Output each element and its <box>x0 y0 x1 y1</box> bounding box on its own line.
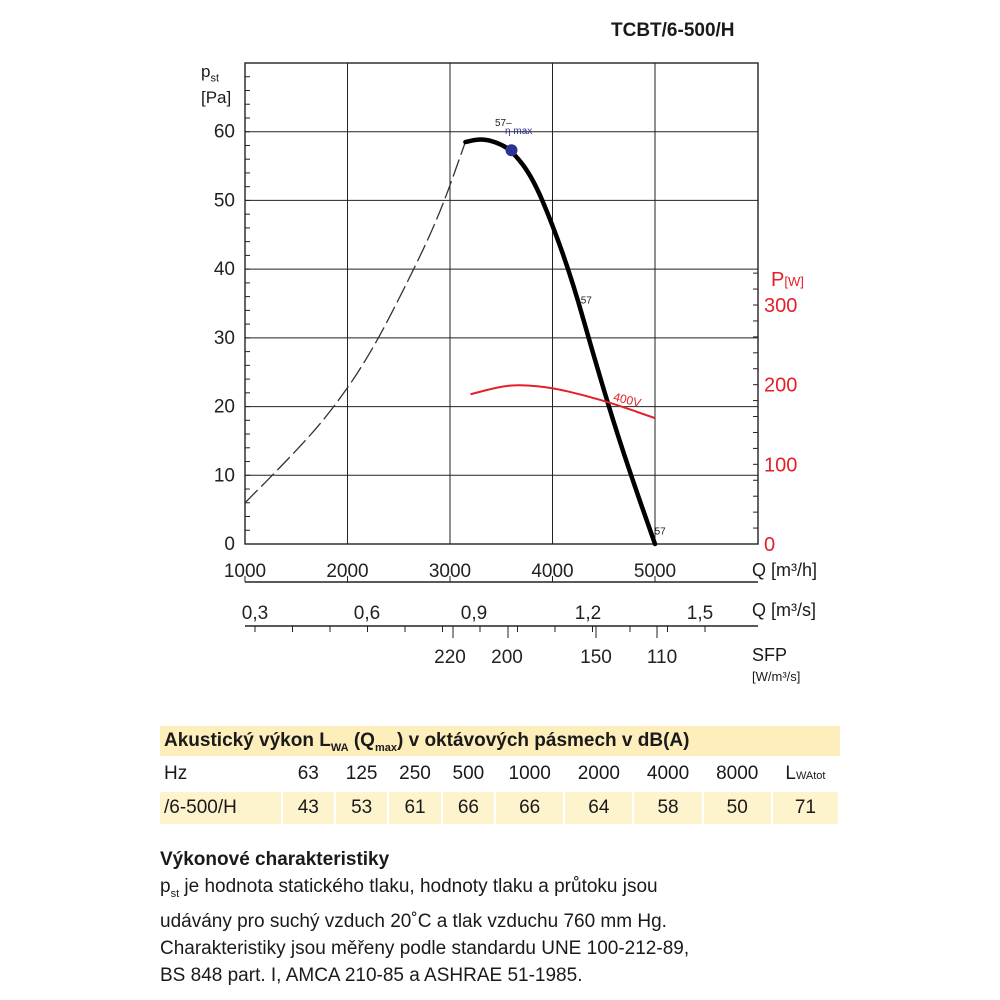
hz-row: Hz 63 125 250 500 1000 2000 4000 8000 LWAtot <box>160 758 840 790</box>
fan-performance-chart: 0 10 20 30 40 50 60 0 100 200 300 1000 2000 3000 4000 5… <box>214 62 797 668</box>
y-left-tick-label: 30 <box>214 328 235 349</box>
hz-label: Hz <box>164 763 188 784</box>
y-left-label: pst [Pa] <box>201 62 232 108</box>
x-q-m3h-tick-label: 3000 <box>429 561 471 582</box>
band-8000: 8000 <box>716 763 759 784</box>
y-left-tick-label: 60 <box>214 122 235 143</box>
annotation-label: η max <box>505 126 532 137</box>
band-4000: 4000 <box>646 763 690 784</box>
y-left-tick-label: 50 <box>214 190 235 211</box>
performance-line-4: BS 848 part. I, AMCA 210-85 a ASHRAE 51-… <box>160 964 583 986</box>
series-line-pressure <box>463 137 658 547</box>
y-right-tick-label: 200 <box>764 375 797 397</box>
sfp-tick-label: 220 <box>434 647 466 668</box>
performance-notes: Výkonové charakteristiky pst je hodnota … <box>160 846 860 989</box>
eta-max-point <box>505 144 518 157</box>
band-1000: 1000 <box>508 763 551 784</box>
y-left-tick-label: 20 <box>214 397 235 418</box>
total-label: LWAtot <box>785 763 826 784</box>
plot-frame <box>244 62 759 545</box>
model-title: TCBT/6-500/H <box>611 20 735 41</box>
x-q-m3s-tick-label: 0,3 <box>242 603 268 624</box>
sfp-tick-label: 110 <box>647 647 677 668</box>
band-63: 63 <box>297 763 319 784</box>
x-q-m3s-tick-label: 1,2 <box>575 603 601 624</box>
sfp-tick-label: 150 <box>580 647 612 668</box>
band-500: 500 <box>452 763 485 784</box>
value-row: /6-500/H 43 53 61 66 66 64 58 50 71 <box>160 792 840 824</box>
performance-title: Výkonové charakteristiky <box>160 849 390 870</box>
y-left-tick-label: 10 <box>214 465 235 486</box>
x-q-m3s-label: Q [m³/s] <box>752 600 816 620</box>
band-250: 250 <box>399 763 431 784</box>
annotation-label: 57 <box>655 526 667 537</box>
value-cell: 43 <box>282 792 334 824</box>
acoustic-table: Akustický výkon LWA (Qmax) v oktávových … <box>160 726 840 824</box>
x-q-m3h-tick-label: 5000 <box>634 561 676 582</box>
y-right-label: P[W] <box>771 269 804 291</box>
band-2000: 2000 <box>577 763 620 784</box>
sfp-tick-label: 200 <box>491 647 523 668</box>
row-label: /6-500/H <box>160 792 281 824</box>
y-left-tick-label: 0 <box>224 534 235 555</box>
annotation-label: 57– <box>495 118 512 129</box>
annotation-label: 57 <box>581 296 593 307</box>
x-q-m3s-tick-label: 0,9 <box>461 603 487 624</box>
performance-line-1: pst je hodnota statického tlaku, hodnoty… <box>160 876 658 900</box>
y-left-tick-label: 40 <box>214 259 235 280</box>
y-right-tick-label: 100 <box>764 454 797 476</box>
x-sfp-unit: [W/m³/s] <box>752 669 801 684</box>
value-cell: 58 <box>634 792 702 824</box>
acoustic-table-title: Akustický výkon LWA (Qmax) v oktávových … <box>160 726 840 756</box>
value-cell: 66 <box>442 792 495 824</box>
value-cell: 64 <box>565 792 633 824</box>
y-right-tick-label: 300 <box>764 295 797 317</box>
value-cell: 71 <box>772 792 839 824</box>
x-q-m3s-tick-label: 1,5 <box>687 603 713 624</box>
x-q-m3h-tick-label: 1000 <box>224 561 266 582</box>
x-sfp-label: SFP <box>752 645 788 665</box>
x-q-m3h-tick-label: 4000 <box>531 561 573 582</box>
x-q-m3h-label: Q [m³/h] <box>752 560 818 580</box>
value-cell: 50 <box>703 792 771 824</box>
x-q-m3s-tick-label: 0,6 <box>354 603 380 624</box>
annotation-label: 400V <box>612 390 643 410</box>
value-cell: 53 <box>335 792 388 824</box>
performance-line-2: udávány pro suchý vzduch 20˚C a tlak vzd… <box>160 910 667 932</box>
series-line-unstable <box>244 141 466 504</box>
band-125: 125 <box>345 763 378 784</box>
value-cell: 61 <box>389 792 441 824</box>
x-q-m3h-tick-label: 2000 <box>326 561 368 582</box>
y-right-tick-label: 0 <box>764 534 775 556</box>
series-line-power <box>470 384 656 420</box>
value-cell: 66 <box>496 792 564 824</box>
performance-line-3: Charakteristiky jsou měřeny podle standa… <box>160 937 690 959</box>
